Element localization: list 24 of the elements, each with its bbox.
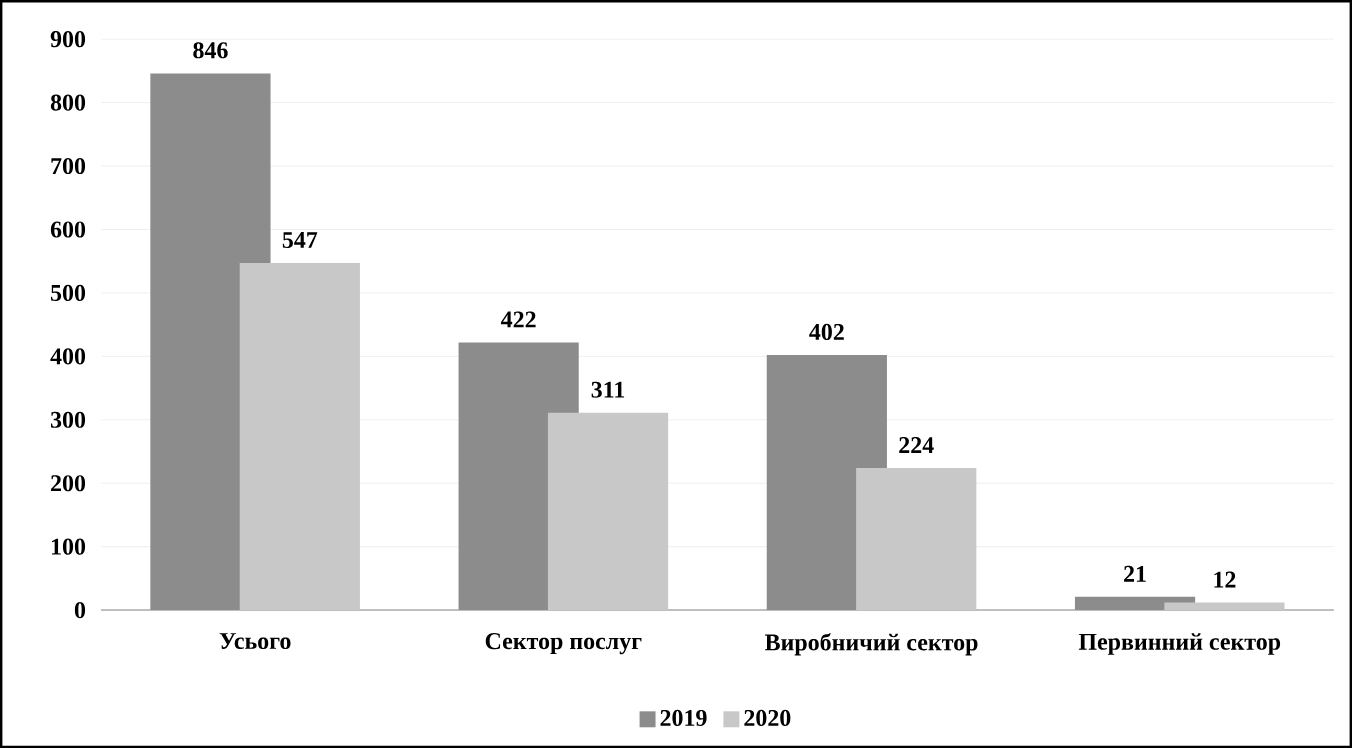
- y-tick-label: 700: [51, 157, 86, 175]
- y-tick-label: 800: [50, 94, 86, 111]
- data-label: 422: [500, 311, 536, 328]
- y-tick-label: 0: [74, 601, 86, 619]
- y-tick-label: 600: [50, 221, 86, 238]
- y-tick-label: 500: [51, 284, 86, 301]
- y-tick-label: 900: [50, 31, 86, 48]
- x-tick-label: Сектор послуг: [485, 633, 642, 655]
- y-tick-label: 100: [51, 538, 86, 555]
- data-label: 402: [809, 323, 844, 340]
- y-tick-label: 400: [50, 348, 86, 365]
- data-label: 311: [591, 381, 625, 398]
- x-tick-label: Виробничий сектор: [764, 633, 978, 656]
- data-label: 846: [193, 42, 228, 59]
- x-tick-label: Первинний сектор: [1078, 633, 1281, 655]
- data-label: 21: [1124, 565, 1146, 582]
- y-tick-label: 200: [51, 475, 86, 492]
- legend-label: 2020: [744, 709, 791, 726]
- data-label: 12: [1214, 571, 1236, 588]
- y-tick-label: 300: [50, 411, 86, 428]
- data-label: 547: [282, 232, 318, 248]
- legend-label: 2019: [660, 709, 707, 726]
- x-tick-label: Усього: [219, 633, 291, 650]
- data-label: 224: [899, 437, 934, 453]
